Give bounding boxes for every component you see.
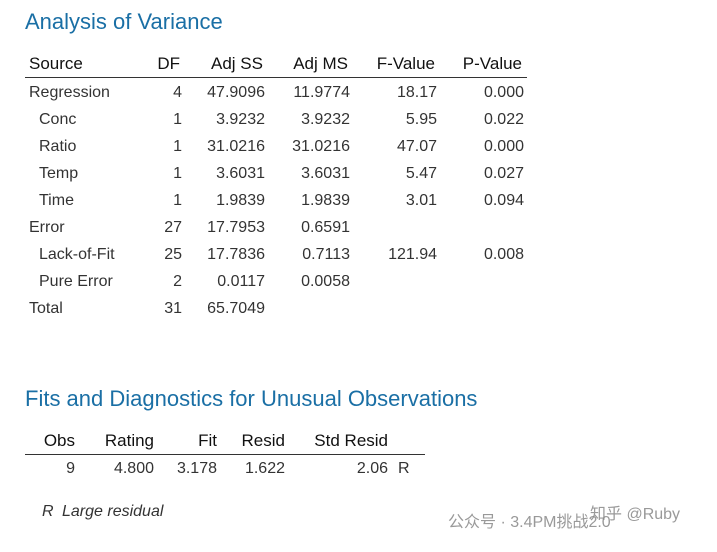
column-header: Std Resid	[314, 431, 388, 450]
table-cell: 3.6031	[216, 165, 265, 182]
anova-title: Analysis of Variance	[25, 9, 223, 34]
table-cell: 2.06	[356, 460, 388, 477]
unusual-title: Fits and Diagnostics for Unusual Observa…	[25, 386, 478, 411]
table-cell: 18.17	[396, 84, 437, 101]
note-text: Large residual	[62, 503, 164, 520]
table-cell: 3.178	[176, 460, 217, 477]
table-cell: 1.9839	[216, 192, 265, 209]
table-cell: 2	[173, 273, 182, 290]
flag-cell: R	[398, 460, 410, 477]
row-label: Pure Error	[39, 273, 113, 290]
table-cell: 17.7836	[207, 246, 265, 263]
table-cell: 11.9774	[293, 84, 350, 101]
row-label: Conc	[39, 111, 77, 128]
column-header: Rating	[104, 431, 154, 450]
table-cell: 47.07	[396, 138, 437, 155]
table-cell: 5.95	[405, 111, 437, 128]
table-cell: 65.7049	[207, 300, 265, 317]
column-header: P-Value	[462, 54, 522, 73]
table-cell: 0.000	[483, 138, 524, 155]
column-header: F-Value	[376, 54, 435, 73]
table-cell: 5.47	[405, 165, 437, 182]
table-cell: 3.01	[405, 192, 437, 209]
table-cell: 0.6591	[301, 219, 350, 236]
column-header: DF	[157, 54, 180, 73]
table-cell: 3.9232	[301, 111, 350, 128]
header-rule	[25, 454, 425, 455]
table-cell: 25	[164, 246, 182, 263]
column-header: Adj MS	[293, 54, 348, 73]
column-header: Source	[29, 54, 83, 73]
table-cell: 4.800	[113, 460, 154, 477]
row-label: Total	[29, 300, 63, 317]
table-cell: 1	[173, 138, 182, 155]
table-cell: 31	[164, 300, 182, 317]
row-label: Time	[39, 192, 74, 209]
column-header: Resid	[241, 431, 285, 450]
table-cell: 1.622	[244, 460, 285, 477]
table-cell: 4	[173, 84, 182, 101]
table-cell: 9	[66, 460, 75, 477]
table-cell: 1	[173, 192, 182, 209]
table-cell: 1	[173, 165, 182, 182]
table-cell: 31.0216	[207, 138, 265, 155]
table-cell: 0.008	[483, 246, 524, 263]
table-cell: 17.7953	[207, 219, 265, 236]
watermark: 公众号 · 3.4PM挑战2.0	[448, 514, 611, 531]
row-label: Regression	[29, 84, 110, 101]
table-cell: 47.9096	[207, 84, 265, 101]
table-cell: 1.9839	[301, 192, 350, 209]
table-cell: 31.0216	[292, 138, 350, 155]
table-cell: 27	[164, 219, 182, 236]
table-cell: 1	[173, 111, 182, 128]
table-cell: 0.7113	[302, 246, 350, 263]
column-header: Obs	[43, 431, 75, 450]
table-cell: 0.0058	[301, 273, 350, 290]
table-cell: 3.9232	[216, 111, 265, 128]
row-label: Lack-of-Fit	[39, 246, 115, 263]
header-rule	[25, 77, 527, 78]
table-cell: 0.094	[483, 192, 524, 209]
table-cell: 0.027	[483, 165, 524, 182]
table-cell: 3.6031	[301, 165, 350, 182]
column-header: Adj SS	[211, 54, 263, 73]
row-label: Temp	[39, 165, 79, 182]
table-cell: 0.022	[483, 111, 524, 128]
table-cell: 0.000	[483, 84, 524, 101]
note-flag: R	[42, 503, 54, 520]
watermark: 知乎 @Ruby	[590, 506, 681, 523]
table-cell: 121.94	[388, 246, 437, 263]
column-header: Fit	[198, 431, 217, 450]
row-label: Ratio	[39, 138, 77, 155]
row-label: Error	[29, 219, 65, 236]
table-cell: 0.0117	[217, 273, 265, 290]
